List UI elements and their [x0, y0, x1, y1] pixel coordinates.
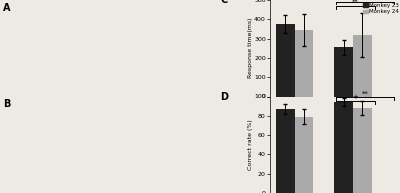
Y-axis label: Response time(ms): Response time(ms) [248, 18, 253, 79]
Bar [295, 117, 313, 193]
Text: B: B [3, 99, 10, 109]
Bar [276, 109, 295, 193]
Bar [353, 35, 372, 96]
Bar [334, 102, 353, 193]
Text: C: C [221, 0, 228, 5]
Text: A: A [3, 3, 10, 13]
Bar [295, 30, 313, 96]
Bar [353, 108, 372, 193]
Bar [334, 47, 353, 96]
Text: +: + [352, 94, 358, 100]
Y-axis label: Correct rate (%): Correct rate (%) [248, 119, 253, 170]
Text: **: ** [352, 0, 359, 5]
Bar [276, 24, 295, 96]
Text: **: ** [362, 91, 368, 96]
Text: D: D [221, 92, 229, 102]
Text: *: * [363, 0, 366, 1]
Legend: Monkey 23, Monkey 24: Monkey 23, Monkey 24 [363, 3, 400, 15]
